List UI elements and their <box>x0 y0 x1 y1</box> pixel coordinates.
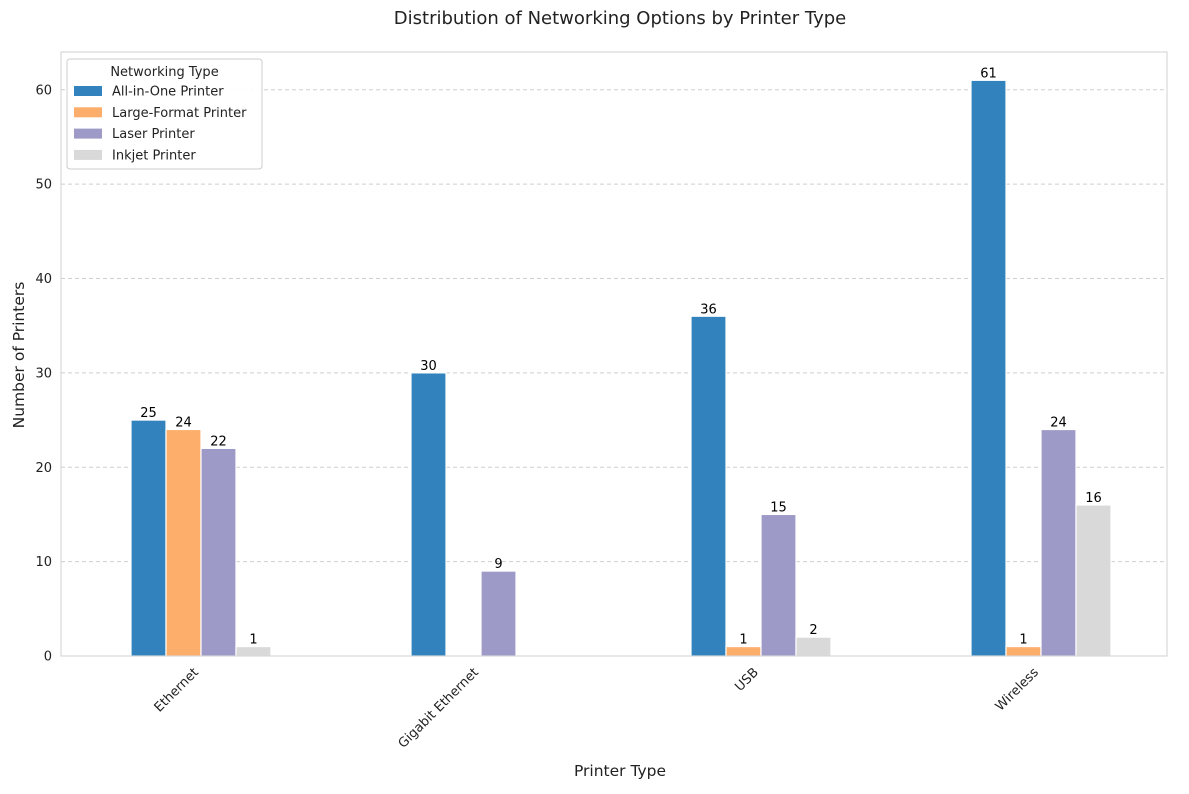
legend-items: All-in-One Printer Large-Format Printer La… <box>74 85 247 163</box>
bar <box>1040 428 1077 657</box>
bar-value-label: 61 <box>980 66 997 81</box>
bar <box>130 419 167 657</box>
bar <box>200 447 237 657</box>
legend-swatch <box>74 128 102 139</box>
bar <box>410 372 447 657</box>
bar <box>1075 504 1112 657</box>
bar-value-label: 1 <box>739 633 747 648</box>
x-tick-label: USB <box>732 665 761 694</box>
y-tick-label: 20 <box>35 461 52 476</box>
legend-label: All-in-One Printer <box>112 85 224 100</box>
y-tick-label: 30 <box>35 366 52 381</box>
bar-value-label: 2 <box>809 623 817 638</box>
bar <box>1005 645 1042 657</box>
bar-value-label: 9 <box>494 557 502 572</box>
y-tick-label: 40 <box>35 272 52 287</box>
bar <box>795 636 832 657</box>
bar-value-label: 16 <box>1085 491 1102 506</box>
legend-title: Networking Type <box>110 65 218 80</box>
bar <box>690 315 727 657</box>
legend: Networking Type All-in-One Printer Large-… <box>66 58 263 170</box>
legend-label: Laser Printer <box>112 127 195 142</box>
bar <box>760 513 797 657</box>
legend-label: Inkjet Printer <box>112 148 196 163</box>
bar-value-label: 36 <box>700 302 717 317</box>
bar <box>165 428 202 657</box>
bar <box>480 570 517 657</box>
legend-box <box>66 58 263 170</box>
x-tick-label: Gigabit Ethernet <box>396 665 482 751</box>
legend-label: Large-Format Printer <box>112 106 247 121</box>
chart-title: Distribution of Networking Options by Pr… <box>394 8 846 29</box>
y-tick-label: 50 <box>35 178 52 193</box>
bar-value-label: 22 <box>210 434 227 449</box>
legend-swatch <box>74 107 102 118</box>
y-tick-label: 60 <box>35 83 52 98</box>
bar-value-label: 15 <box>770 500 787 515</box>
bar-value-label: 24 <box>1050 416 1067 431</box>
bar-labels-layer: 25 30 36 61 24 1 1 22 9 15 24 1 2 16 <box>140 66 1102 647</box>
bar-value-label: 24 <box>175 416 192 431</box>
y-tick-label: 0 <box>44 650 52 665</box>
bar <box>725 645 762 657</box>
y-tick-label: 10 <box>35 555 52 570</box>
legend-swatch <box>74 149 102 160</box>
bar <box>970 79 1007 657</box>
x-tick-label: Wireless <box>993 665 1042 714</box>
bar-value-label: 1 <box>1019 633 1027 648</box>
y-axis-title: Number of Printers <box>10 282 28 429</box>
bar <box>235 645 272 657</box>
x-axis-title: Printer Type <box>574 762 666 780</box>
bar-value-label: 25 <box>140 406 157 421</box>
x-tick-label: Ethernet <box>152 665 202 715</box>
bar-value-label: 1 <box>249 633 257 648</box>
bars-layer <box>130 79 1112 657</box>
legend-swatch <box>74 86 102 96</box>
plot-frame <box>60 51 1168 657</box>
bar-value-label: 30 <box>420 359 437 374</box>
